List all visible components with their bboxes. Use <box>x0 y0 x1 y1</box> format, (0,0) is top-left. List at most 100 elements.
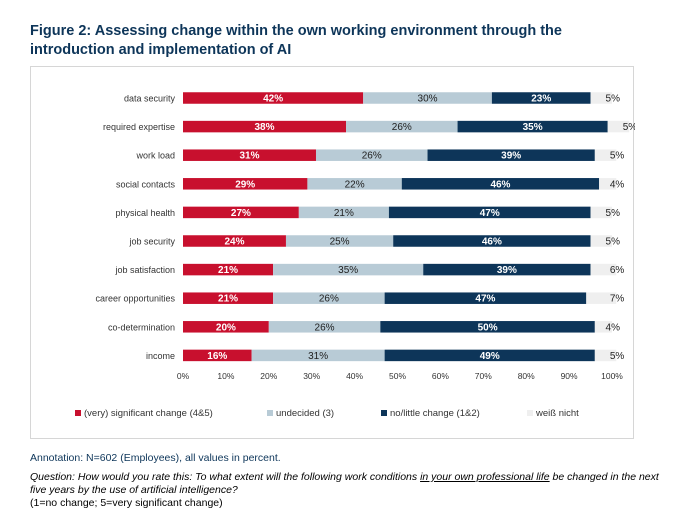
figure-title: Figure 2: Assessing change within the ow… <box>30 23 562 58</box>
category-label: job satisfaction <box>114 265 175 275</box>
data-label: 4% <box>606 322 621 333</box>
question-text-underlined: in your own professional life <box>420 471 550 483</box>
category-label: social contacts <box>116 179 176 189</box>
notes: Annotation: N=602 (Employees), all value… <box>30 452 660 510</box>
bar-segment <box>594 149 617 161</box>
category-label: work load <box>135 151 175 161</box>
data-label: 35% <box>523 122 543 133</box>
bar-segment <box>457 120 608 133</box>
bar-segment <box>393 235 591 247</box>
data-label: 35% <box>338 265 358 276</box>
bar-segment <box>183 120 347 133</box>
bar-segment <box>251 349 385 362</box>
bar-segment <box>594 321 612 333</box>
data-label: 31% <box>239 151 259 162</box>
scale-note: (1=no change; 5=very significant change) <box>30 497 223 509</box>
data-label: 5% <box>610 151 625 162</box>
bar-segment <box>273 292 385 304</box>
legend-label: weiß nicht <box>535 408 579 419</box>
data-label: 4% <box>610 179 625 190</box>
bar-segment <box>423 263 591 276</box>
bar-segment <box>183 206 299 219</box>
x-tick-label: 0% <box>177 371 190 381</box>
data-label: 5% <box>606 237 621 248</box>
data-label: 6% <box>610 265 625 276</box>
bar-segment <box>384 292 587 304</box>
data-label: 21% <box>334 208 354 219</box>
category-label: physical health <box>115 208 175 218</box>
bar-segment <box>273 263 424 276</box>
bar-segment <box>380 321 595 333</box>
category-label: co-determination <box>108 322 175 332</box>
bar-segment <box>491 92 591 104</box>
bar-segment <box>183 263 274 276</box>
data-label: 5% <box>606 94 621 105</box>
data-label: 16% <box>207 351 227 362</box>
x-tick-label: 70% <box>475 371 492 381</box>
bar-segment <box>298 206 389 219</box>
legend-label: no/little change (1&2) <box>390 408 480 419</box>
x-tick-label: 60% <box>432 371 449 381</box>
bar-segment <box>183 292 274 304</box>
data-label: 26% <box>315 322 335 333</box>
data-label: 22% <box>345 179 365 190</box>
bar-segment <box>607 120 630 133</box>
data-label: 21% <box>218 265 238 276</box>
bar-segment <box>285 235 394 247</box>
data-label: 5% <box>623 122 635 133</box>
legend-label: undecided (3) <box>276 408 334 419</box>
bar-segment <box>183 178 308 190</box>
legend-swatch <box>75 410 81 416</box>
data-label: 29% <box>235 179 255 190</box>
bar-segment <box>401 178 600 190</box>
x-tick-label: 90% <box>561 371 578 381</box>
data-label: 23% <box>531 94 551 105</box>
bar-segment <box>427 149 595 161</box>
category-label: job security <box>128 237 175 247</box>
question-note: Question: How would you rate this: To wh… <box>30 471 660 497</box>
bar-segment <box>307 178 402 190</box>
bar-segment <box>594 349 617 362</box>
legend-swatch <box>381 410 387 416</box>
data-label: 39% <box>497 265 517 276</box>
bar-segment <box>388 206 591 219</box>
data-label: 5% <box>606 208 621 219</box>
data-label: 42% <box>263 94 283 105</box>
category-label: data security <box>124 94 176 104</box>
data-label: 49% <box>480 351 500 362</box>
category-label: income <box>146 351 175 361</box>
data-label: 46% <box>482 237 502 248</box>
data-label: 39% <box>501 151 521 162</box>
bar-segment <box>590 206 612 219</box>
bar-segment <box>590 263 617 276</box>
bar-segment <box>183 149 316 161</box>
x-tick-label: 10% <box>217 371 234 381</box>
x-tick-label: 20% <box>260 371 277 381</box>
data-label: 26% <box>392 122 412 133</box>
question-text-after: be changed in the next five years by the… <box>30 471 659 496</box>
bar-segment <box>315 149 428 161</box>
data-label: 21% <box>218 294 238 305</box>
data-label: 24% <box>224 237 244 248</box>
x-tick-label: 50% <box>389 371 406 381</box>
bar-segment <box>183 349 252 362</box>
data-label: 20% <box>216 322 236 333</box>
category-label: required expertise <box>103 122 175 132</box>
x-tick-label: 40% <box>346 371 363 381</box>
bar-segment <box>384 349 595 362</box>
data-label: 46% <box>490 179 510 190</box>
data-label: 25% <box>330 237 350 248</box>
legend-swatch <box>527 410 533 416</box>
chart-frame: data security 42% 30% 23% 5% required experti… <box>30 66 635 439</box>
data-label: 5% <box>610 351 625 362</box>
bar-segment <box>590 235 612 247</box>
bar-segment <box>268 321 381 333</box>
question-text-before: Question: How would you rate this: To wh… <box>30 471 421 483</box>
data-label: 27% <box>231 208 251 219</box>
annotation-note: Annotation: N=602 (Employees), all value… <box>30 452 281 464</box>
bar-segment <box>599 178 617 190</box>
bar-segment <box>586 292 617 304</box>
stacked-bar-chart: data security 42% 30% 23% 5% required experti… <box>75 92 635 419</box>
x-tick-label: 30% <box>303 371 320 381</box>
data-label: 38% <box>255 122 275 133</box>
